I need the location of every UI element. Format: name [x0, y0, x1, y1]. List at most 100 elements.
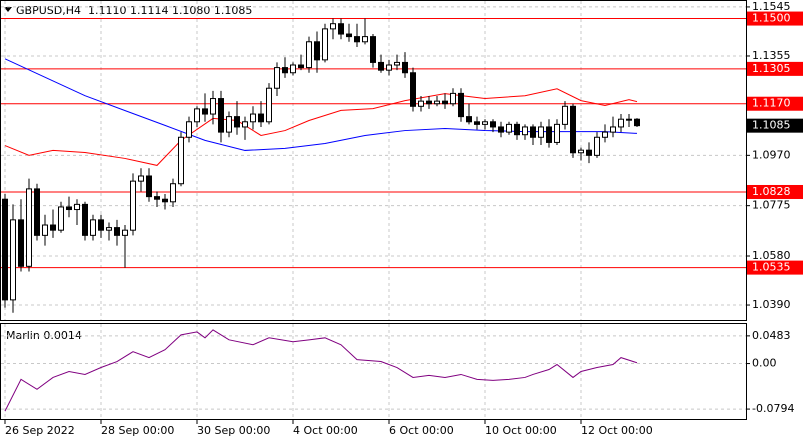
- level-label: 1.1500: [752, 12, 791, 25]
- candle-body: [442, 100, 448, 105]
- candle-body: [490, 121, 496, 128]
- candle-body: [34, 188, 40, 236]
- candle-body: [194, 108, 200, 123]
- candle-body: [170, 183, 176, 203]
- candle-body: [538, 126, 544, 138]
- candle-body: [378, 61, 384, 71]
- candle-body: [530, 126, 536, 138]
- candle-body: [362, 36, 368, 43]
- y-tick-label: 1.0970: [752, 148, 791, 161]
- candle-body: [42, 224, 48, 236]
- candle-body: [634, 118, 640, 127]
- candle-body: [50, 224, 56, 231]
- level-label: 1.1305: [752, 62, 791, 75]
- moving-average: [4, 88, 638, 166]
- candle-body: [18, 219, 24, 267]
- current-price-box: [747, 118, 803, 133]
- chart-title: GBPUSD,H4 1.1110 1.1114 1.1080 1.1085: [16, 4, 252, 17]
- candle-body: [594, 136, 600, 156]
- candle-body: [130, 180, 136, 231]
- candle-body: [66, 206, 72, 211]
- candle-body: [258, 113, 264, 123]
- candle-body: [178, 136, 184, 185]
- y-tick-label: -0.0794: [752, 402, 794, 415]
- candle-body: [394, 61, 400, 66]
- candle-body: [610, 126, 616, 133]
- candle-body: [522, 126, 528, 136]
- level-label: 1.0535: [752, 261, 791, 274]
- y-tick-label: 1.0775: [752, 199, 791, 212]
- current-price-label: 1.1085: [752, 119, 791, 132]
- candle-body: [426, 100, 432, 105]
- x-tick-label: 12 Oct 00:00: [581, 424, 653, 437]
- candle-body: [562, 105, 568, 125]
- x-tick-label: 10 Oct 00:00: [485, 424, 557, 437]
- candle-body: [618, 118, 624, 128]
- y-tick-label: 1.0580: [752, 249, 791, 262]
- candle-body: [82, 203, 88, 236]
- candle-body: [122, 229, 128, 236]
- candle-body: [282, 67, 288, 74]
- indicator-pane: [0, 323, 747, 420]
- candle-body: [386, 64, 392, 71]
- candle-body: [154, 196, 160, 200]
- level-label: 1.0828: [752, 185, 791, 198]
- candle-body: [482, 121, 488, 125]
- y-tick-label: 1.1545: [752, 0, 791, 13]
- candle-body: [586, 149, 592, 156]
- candle-body: [210, 98, 216, 115]
- candle-body: [314, 41, 320, 61]
- candle-body: [274, 67, 280, 89]
- y-tick-label: 0.0483: [752, 329, 791, 342]
- candle-body: [266, 87, 272, 123]
- level-label-box: [747, 184, 803, 199]
- candle-body: [506, 123, 512, 133]
- candle-body: [346, 33, 352, 38]
- level-label-box: [747, 61, 803, 76]
- candle-body: [338, 23, 344, 35]
- candle-body: [114, 227, 120, 236]
- x-tick-label: 28 Sep 00:00: [101, 424, 174, 437]
- candle-body: [250, 113, 256, 123]
- candle-body: [458, 92, 464, 118]
- candle-body: [162, 198, 168, 203]
- candle-body: [290, 64, 296, 74]
- candle-body: [218, 98, 224, 133]
- candle-body: [450, 92, 456, 105]
- indicator-line: [4, 329, 638, 412]
- level-label: 1.1170: [752, 97, 791, 110]
- y-tick-label: 1.1355: [752, 49, 791, 62]
- candle-body: [234, 116, 240, 128]
- candle-body: [146, 175, 152, 198]
- candle-body: [330, 23, 336, 30]
- candle-body: [434, 100, 440, 105]
- level-label-box: [747, 96, 803, 111]
- candle-body: [2, 198, 8, 301]
- candle-body: [298, 64, 304, 69]
- x-tick-label: 4 Oct 00:00: [293, 424, 358, 437]
- candle-body: [354, 36, 360, 43]
- candle-body: [570, 105, 576, 154]
- candle-body: [370, 36, 376, 63]
- x-tick-label: 6 Oct 00:00: [389, 424, 454, 437]
- candle-body: [474, 121, 480, 125]
- candle-body: [554, 123, 560, 143]
- candle-body: [26, 188, 32, 267]
- candle-body: [602, 131, 608, 138]
- candle-body: [202, 108, 208, 115]
- candle-body: [626, 118, 632, 121]
- level-label-box: [747, 11, 803, 26]
- candle-body: [226, 116, 232, 133]
- candle-body: [90, 219, 96, 236]
- candle-body: [98, 219, 104, 231]
- candle-body: [578, 149, 584, 154]
- candle-body: [138, 175, 144, 182]
- candle-body: [498, 126, 504, 133]
- candle-body: [546, 126, 552, 143]
- candle-body: [410, 72, 416, 107]
- x-tick-label: 30 Sep 00:00: [197, 424, 270, 437]
- candle-body: [466, 116, 472, 123]
- candle-body: [418, 100, 424, 107]
- candle-body: [514, 123, 520, 136]
